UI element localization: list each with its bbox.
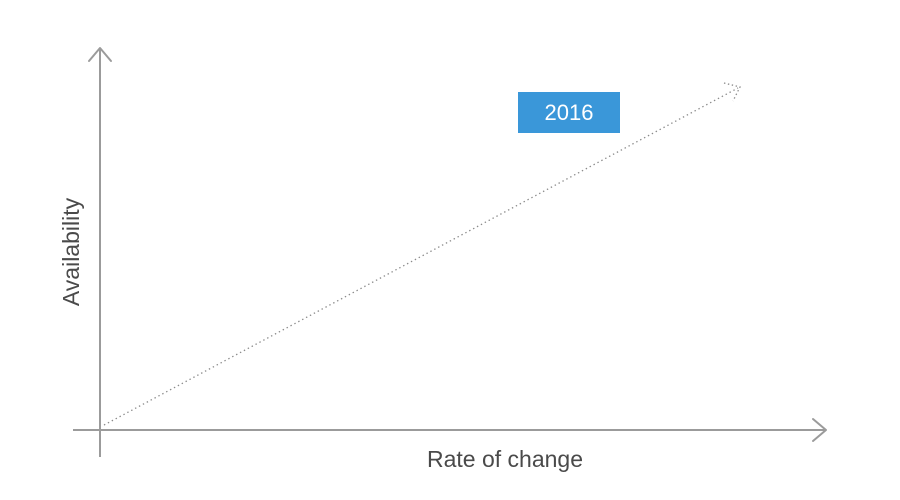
trend-arrowhead [723,82,741,102]
year-badge: 2016 [518,92,620,133]
y-axis-arrowhead [88,47,112,62]
x-axis-label: Rate of change [426,446,583,472]
trend-line [103,87,739,426]
x-axis-arrowhead [812,418,827,442]
y-axis-label: Availability [58,197,84,307]
